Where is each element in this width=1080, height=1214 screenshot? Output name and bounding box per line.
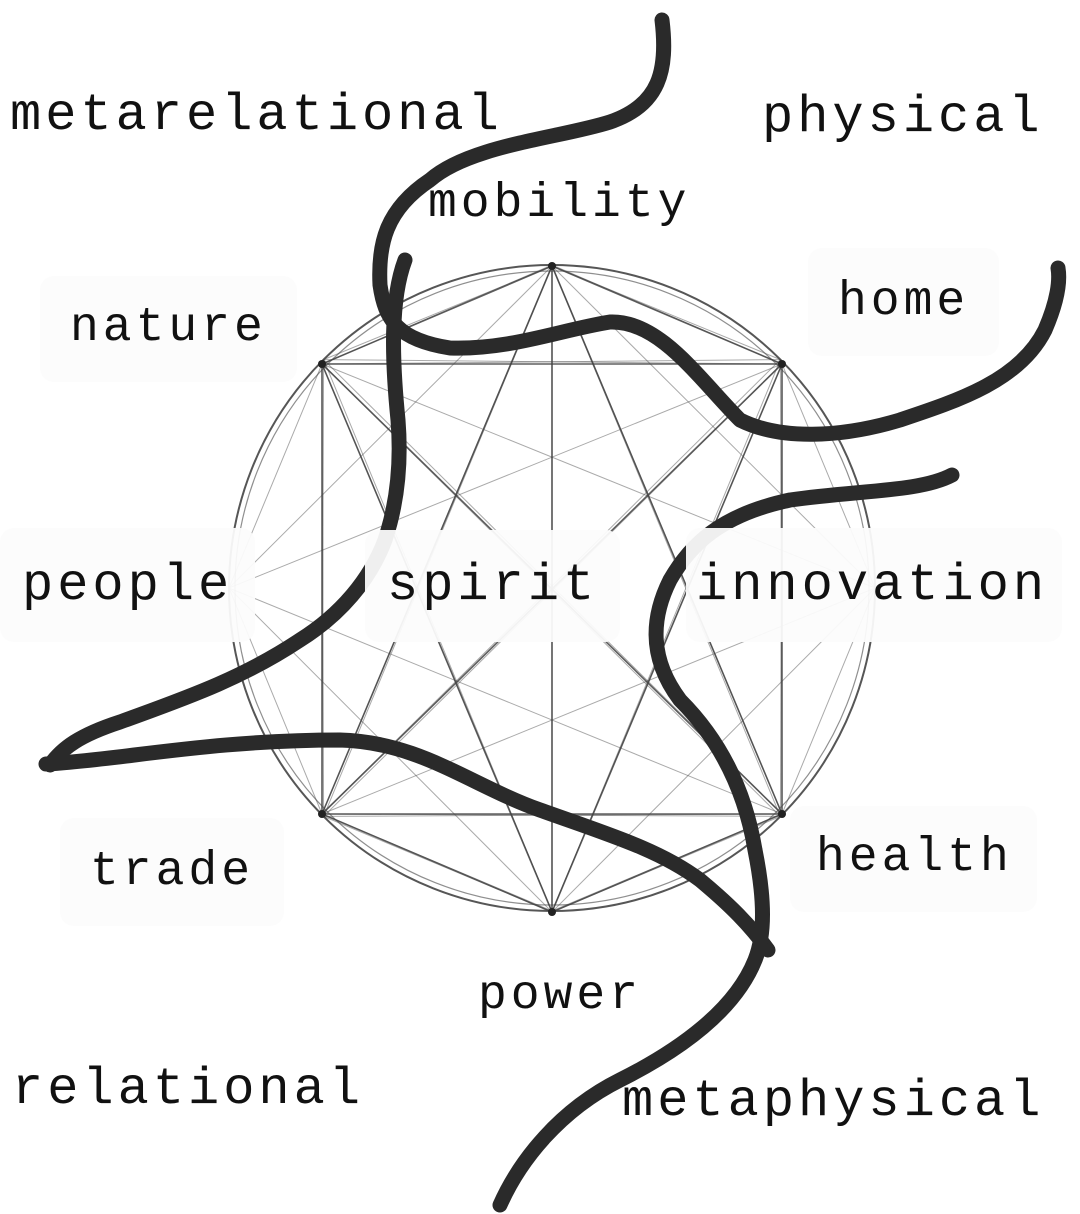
- fan-line: [228, 265, 553, 589]
- fan-line: [228, 363, 783, 589]
- network-edge: [321, 813, 553, 913]
- fan-line: [321, 813, 553, 912]
- label-metarelational: metarelational: [10, 86, 503, 145]
- label-power: power: [478, 969, 643, 1023]
- label-physical: physical: [762, 88, 1044, 147]
- network-vertex: [318, 810, 326, 818]
- fan-line: [323, 265, 553, 361]
- network-edge: [551, 265, 783, 815]
- label-metaphysical: metaphysical: [622, 1072, 1045, 1131]
- fan-line: [551, 265, 781, 361]
- network-edge: [551, 265, 783, 365]
- network-vertex: [318, 360, 326, 368]
- label-trade: trade: [60, 818, 285, 926]
- label-mobility: mobility: [428, 177, 691, 231]
- curve-innovation-to-metaphysical: [492, 467, 960, 1213]
- label-home: home: [808, 248, 1000, 356]
- fan-line: [551, 265, 781, 817]
- curve-people-to-power: [38, 732, 776, 958]
- label-people: people: [0, 528, 256, 642]
- network-vertex: [548, 908, 556, 916]
- network-edge: [321, 265, 553, 365]
- curve-top-left-to-bottom-left: [372, 12, 1067, 442]
- label-innovation: innovation: [686, 528, 1063, 642]
- label-relational: relational: [12, 1060, 365, 1119]
- network-vertex: [548, 262, 556, 270]
- label-health: health: [790, 806, 1037, 912]
- network-vertex: [778, 360, 786, 368]
- label-nature: nature: [40, 276, 297, 382]
- fan-line: [551, 363, 783, 912]
- curve-nature-to-people: [42, 252, 413, 773]
- fan-line: [323, 815, 553, 913]
- network-vertex: [778, 810, 786, 818]
- fan-line: [551, 264, 783, 365]
- label-spirit: spirit: [365, 530, 621, 642]
- fan-line: [321, 264, 553, 365]
- hand-drawn-curves: [38, 12, 1067, 1213]
- fan-line: [551, 264, 783, 815]
